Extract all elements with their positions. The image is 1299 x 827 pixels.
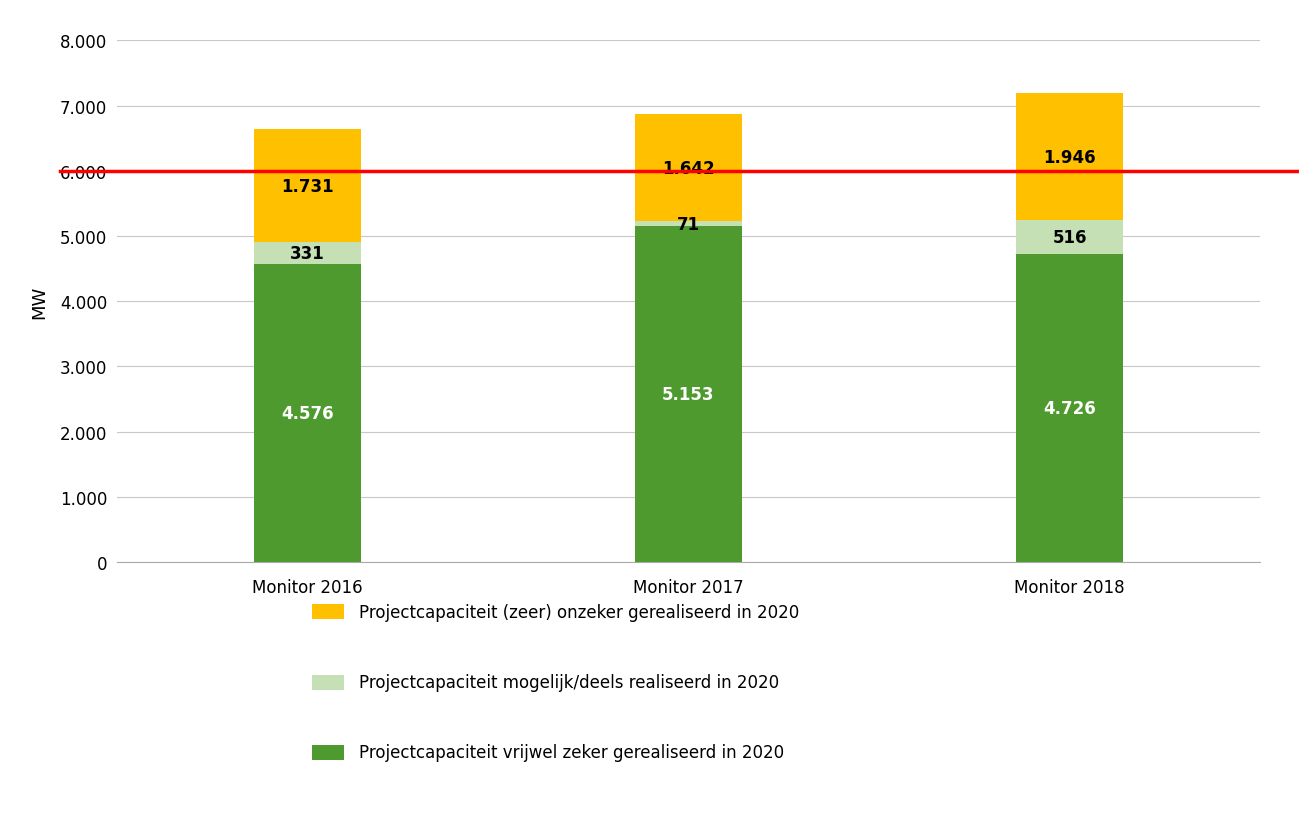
Text: 5.153: 5.153 [662, 385, 714, 404]
Bar [635, 222, 742, 227]
Bar [635, 115, 742, 222]
Text: 1.642: 1.642 [662, 160, 714, 178]
Text: 516: 516 [1052, 229, 1087, 246]
Text: 331: 331 [290, 245, 325, 262]
Bar [255, 265, 361, 562]
Y-axis label: MW: MW [31, 285, 48, 318]
Bar [635, 227, 742, 562]
Text: 1.731: 1.731 [281, 178, 334, 195]
Bar [255, 243, 361, 265]
Bar [1016, 94, 1122, 221]
Text: 4.576: 4.576 [281, 404, 334, 423]
Text: Projectcapaciteit vrijwel zeker gerealiseerd in 2020: Projectcapaciteit vrijwel zeker gerealis… [359, 743, 783, 762]
Text: Projectcapaciteit mogelijk/deels realiseerd in 2020: Projectcapaciteit mogelijk/deels realise… [359, 673, 778, 691]
Text: 4.726: 4.726 [1043, 399, 1096, 418]
Text: 1.946: 1.946 [1043, 149, 1096, 166]
Bar [255, 130, 361, 243]
Bar [1016, 255, 1122, 562]
Text: Projectcapaciteit (zeer) onzeker gerealiseerd in 2020: Projectcapaciteit (zeer) onzeker gereali… [359, 603, 799, 621]
Bar [1016, 221, 1122, 255]
Text: 71: 71 [677, 216, 700, 233]
